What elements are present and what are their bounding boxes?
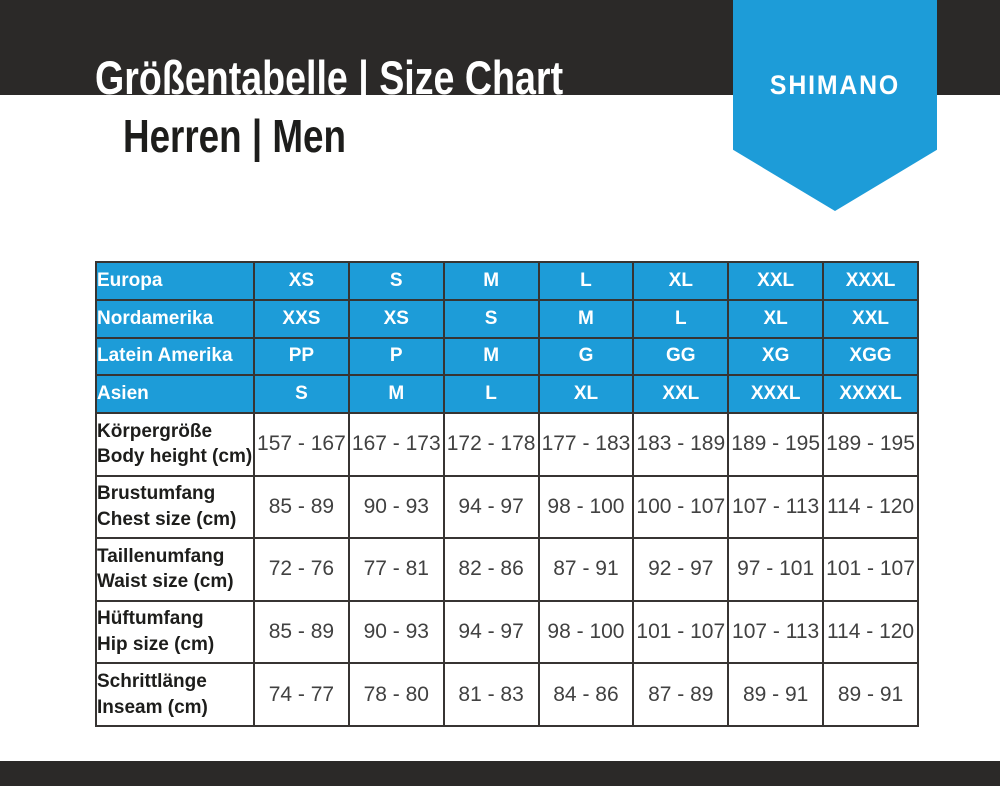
size-cell: S: [347, 261, 445, 301]
size-cell: XS: [347, 298, 445, 339]
measure-value-cell: 172 - 178: [442, 412, 540, 477]
region-label: Nordamerika: [95, 298, 255, 339]
size-cell: XXL: [632, 374, 730, 414]
measure-value-cell: 87 - 91: [537, 537, 635, 602]
measure-label-en: Inseam (cm): [97, 696, 208, 718]
size-cell: P: [347, 336, 445, 377]
measure-value-cell: 98 - 100: [537, 474, 635, 540]
table-row-region: Europa XS S M L XL XXL XXXL: [95, 261, 919, 301]
measure-value-cell: 167 - 173: [347, 412, 445, 477]
measure-value-cell: 92 - 97: [632, 537, 730, 602]
size-cell: XG: [727, 336, 825, 377]
size-cell: PP: [253, 336, 350, 377]
size-cell: L: [537, 261, 635, 301]
measure-label-en: Chest size (cm): [97, 508, 237, 530]
size-cell: XXXL: [727, 374, 825, 414]
measure-label-de: Schrittlänge: [97, 671, 207, 693]
measure-label: Körpergröße Body height (cm): [95, 412, 255, 477]
measure-value-cell: 100 - 107: [632, 474, 730, 540]
measure-label-en: Body height (cm): [97, 446, 253, 468]
size-cell: XL: [727, 298, 825, 339]
size-cell: XS: [253, 261, 350, 301]
measure-value-cell: 74 - 77: [253, 662, 350, 727]
measure-label-de: Körpergröße: [97, 420, 213, 442]
measure-label-en: Hip size (cm): [97, 634, 215, 656]
table-row-region: Latein Amerika PP P M G GG XG XGG: [95, 336, 919, 377]
measure-value-cell: 89 - 91: [727, 662, 825, 727]
region-label: Latein Amerika: [95, 336, 255, 377]
size-cell: M: [347, 374, 445, 414]
footer-band: [0, 761, 1000, 786]
measure-value-cell: 189 - 195: [822, 412, 919, 477]
measure-value-cell: 157 - 167: [253, 412, 350, 477]
shimano-logo: SHIMANO: [769, 70, 901, 100]
measure-label-en: Waist size (cm): [97, 571, 234, 593]
measure-value-cell: 85 - 89: [253, 474, 350, 540]
measure-value-cell: 189 - 195: [727, 412, 825, 477]
size-table: Europa XS S M L XL XXL XXXL Nordamerika XXS XS S M L X…: [95, 261, 919, 727]
size-cell: XXXL: [822, 261, 919, 301]
measure-value-cell: 77 - 81: [347, 537, 445, 602]
measure-value-cell: 89 - 91: [822, 662, 919, 727]
size-cell: XXL: [727, 261, 825, 301]
measure-value-cell: 107 - 113: [727, 474, 825, 540]
measure-value-cell: 82 - 86: [442, 537, 540, 602]
table-row-measure: Körpergröße Body height (cm) 157 - 167 167 …: [95, 412, 919, 477]
measure-label-de: Brustumfang: [97, 483, 216, 505]
measure-label: Taillenumfang Waist size (cm): [95, 537, 255, 602]
region-label: Europa: [95, 261, 255, 301]
measure-value-cell: 78 - 80: [347, 662, 445, 727]
page-subtitle: Herren | Men: [123, 110, 346, 162]
measure-value-cell: 97 - 101: [727, 537, 825, 602]
measure-value-cell: 87 - 89: [632, 662, 730, 727]
measure-value-cell: 183 - 189: [632, 412, 730, 477]
size-cell: XL: [537, 374, 635, 414]
measure-value-cell: 98 - 100: [537, 599, 635, 665]
measure-value-cell: 114 - 120: [822, 599, 919, 665]
measure-value-cell: 72 - 76: [253, 537, 350, 602]
measure-label: Hüftumfang Hip size (cm): [95, 599, 255, 665]
table-row-region: Nordamerika XXS XS S M L XL XXL: [95, 298, 919, 339]
size-cell: XXXXL: [822, 374, 919, 414]
measure-value-cell: 101 - 107: [822, 537, 919, 602]
measure-label-de: Taillenumfang: [97, 545, 225, 567]
size-cell: M: [442, 336, 540, 377]
measure-value-cell: 101 - 107: [632, 599, 730, 665]
measure-value-cell: 114 - 120: [822, 474, 919, 540]
measure-value-cell: 90 - 93: [347, 599, 445, 665]
measure-value-cell: 107 - 113: [727, 599, 825, 665]
size-cell: S: [253, 374, 350, 414]
size-cell: GG: [632, 336, 730, 377]
table-row-measure: Schrittlänge Inseam (cm) 74 - 77 78 - 80 81 …: [95, 662, 919, 727]
size-cell: M: [537, 298, 635, 339]
size-cell: M: [442, 261, 540, 301]
table-row-measure: Hüftumfang Hip size (cm) 85 - 89 90 - 93 94 …: [95, 599, 919, 665]
table-row-measure: Taillenumfang Waist size (cm) 72 - 76 77 - …: [95, 537, 919, 602]
size-cell: L: [632, 298, 730, 339]
measure-value-cell: 81 - 83: [442, 662, 540, 727]
measure-value-cell: 84 - 86: [537, 662, 635, 727]
page-title: Größentabelle | Size Chart: [95, 51, 564, 104]
size-cell: XL: [632, 261, 730, 301]
region-label: Asien: [95, 374, 255, 414]
measure-label: Brustumfang Chest size (cm): [95, 474, 255, 540]
measure-value-cell: 177 - 183: [537, 412, 635, 477]
measure-value-cell: 94 - 97: [442, 599, 540, 665]
measure-value-cell: 85 - 89: [253, 599, 350, 665]
size-cell: S: [442, 298, 540, 339]
brand-ribbon: SHIMANO: [733, 0, 937, 211]
measure-value-cell: 94 - 97: [442, 474, 540, 540]
table-row-region: Asien S M L XL XXL XXXL XXXXL: [95, 374, 919, 414]
size-cell: XXL: [822, 298, 919, 339]
size-cell: XXS: [253, 298, 350, 339]
measure-label-de: Hüftumfang: [97, 608, 204, 630]
size-cell: G: [537, 336, 635, 377]
table-row-measure: Brustumfang Chest size (cm) 85 - 89 90 - 93…: [95, 474, 919, 540]
measure-label: Schrittlänge Inseam (cm): [95, 662, 255, 727]
measure-value-cell: 90 - 93: [347, 474, 445, 540]
size-cell: XGG: [822, 336, 919, 377]
size-cell: L: [442, 374, 540, 414]
